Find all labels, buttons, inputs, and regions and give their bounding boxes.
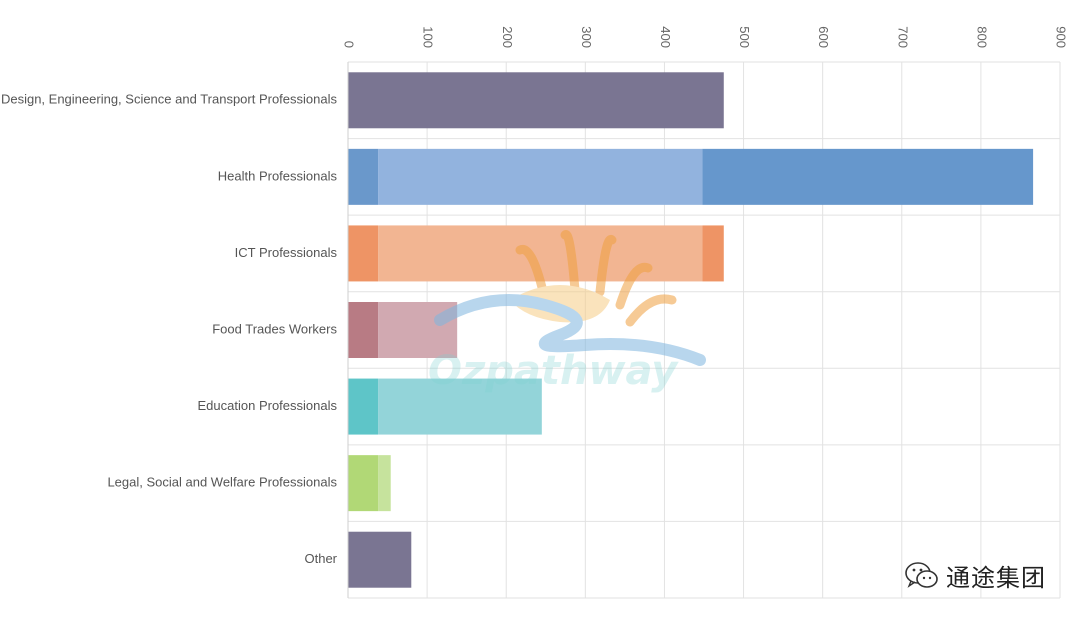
brand-label: 通途集团 xyxy=(946,564,1046,592)
category-label: Food Trades Workers xyxy=(212,321,337,336)
category-label: Legal, Social and Welfare Professionals xyxy=(107,475,337,490)
bar-segment xyxy=(348,302,379,358)
x-tick-label: 0 xyxy=(342,41,357,48)
category-label: Education Professionals xyxy=(198,398,338,413)
sun-ray xyxy=(595,235,617,297)
brand-badge: 通途集团 xyxy=(904,558,1046,593)
bar-segment xyxy=(348,531,412,588)
bar-segment xyxy=(378,378,542,435)
x-tick-label: 400 xyxy=(658,26,673,48)
bar-segment xyxy=(348,378,379,435)
x-tick-label: 800 xyxy=(974,26,989,48)
x-tick-label: 900 xyxy=(1054,26,1069,48)
category-label: Design, Engineering, Science and Transpo… xyxy=(1,92,338,107)
bar-segment xyxy=(378,148,703,205)
category-label: Health Professionals xyxy=(218,168,338,183)
x-tick-label: 100 xyxy=(421,26,436,48)
sun-ray xyxy=(625,294,677,327)
watermark-logo: Ozpathway xyxy=(428,229,706,394)
bar-segment xyxy=(348,225,379,282)
x-tick-label: 200 xyxy=(500,26,515,48)
wave xyxy=(434,294,706,366)
bar-segment xyxy=(348,72,724,129)
x-tick-label: 700 xyxy=(895,26,910,48)
sun-ray xyxy=(560,229,580,295)
bar-segment xyxy=(378,455,391,512)
category-label: Other xyxy=(304,551,337,566)
watermark-text: Ozpathway xyxy=(428,348,679,394)
sun-ray xyxy=(615,262,653,310)
bar-segment xyxy=(702,148,1034,205)
x-tick-label: 300 xyxy=(579,26,594,48)
category-label: ICT Professionals xyxy=(235,245,338,260)
x-tick-label: 500 xyxy=(737,26,752,48)
x-tick-label: 600 xyxy=(816,26,831,48)
bar-segment xyxy=(702,225,724,282)
bar-segment xyxy=(348,455,379,512)
bar-segment xyxy=(348,148,379,205)
wechat-icon xyxy=(905,561,938,588)
